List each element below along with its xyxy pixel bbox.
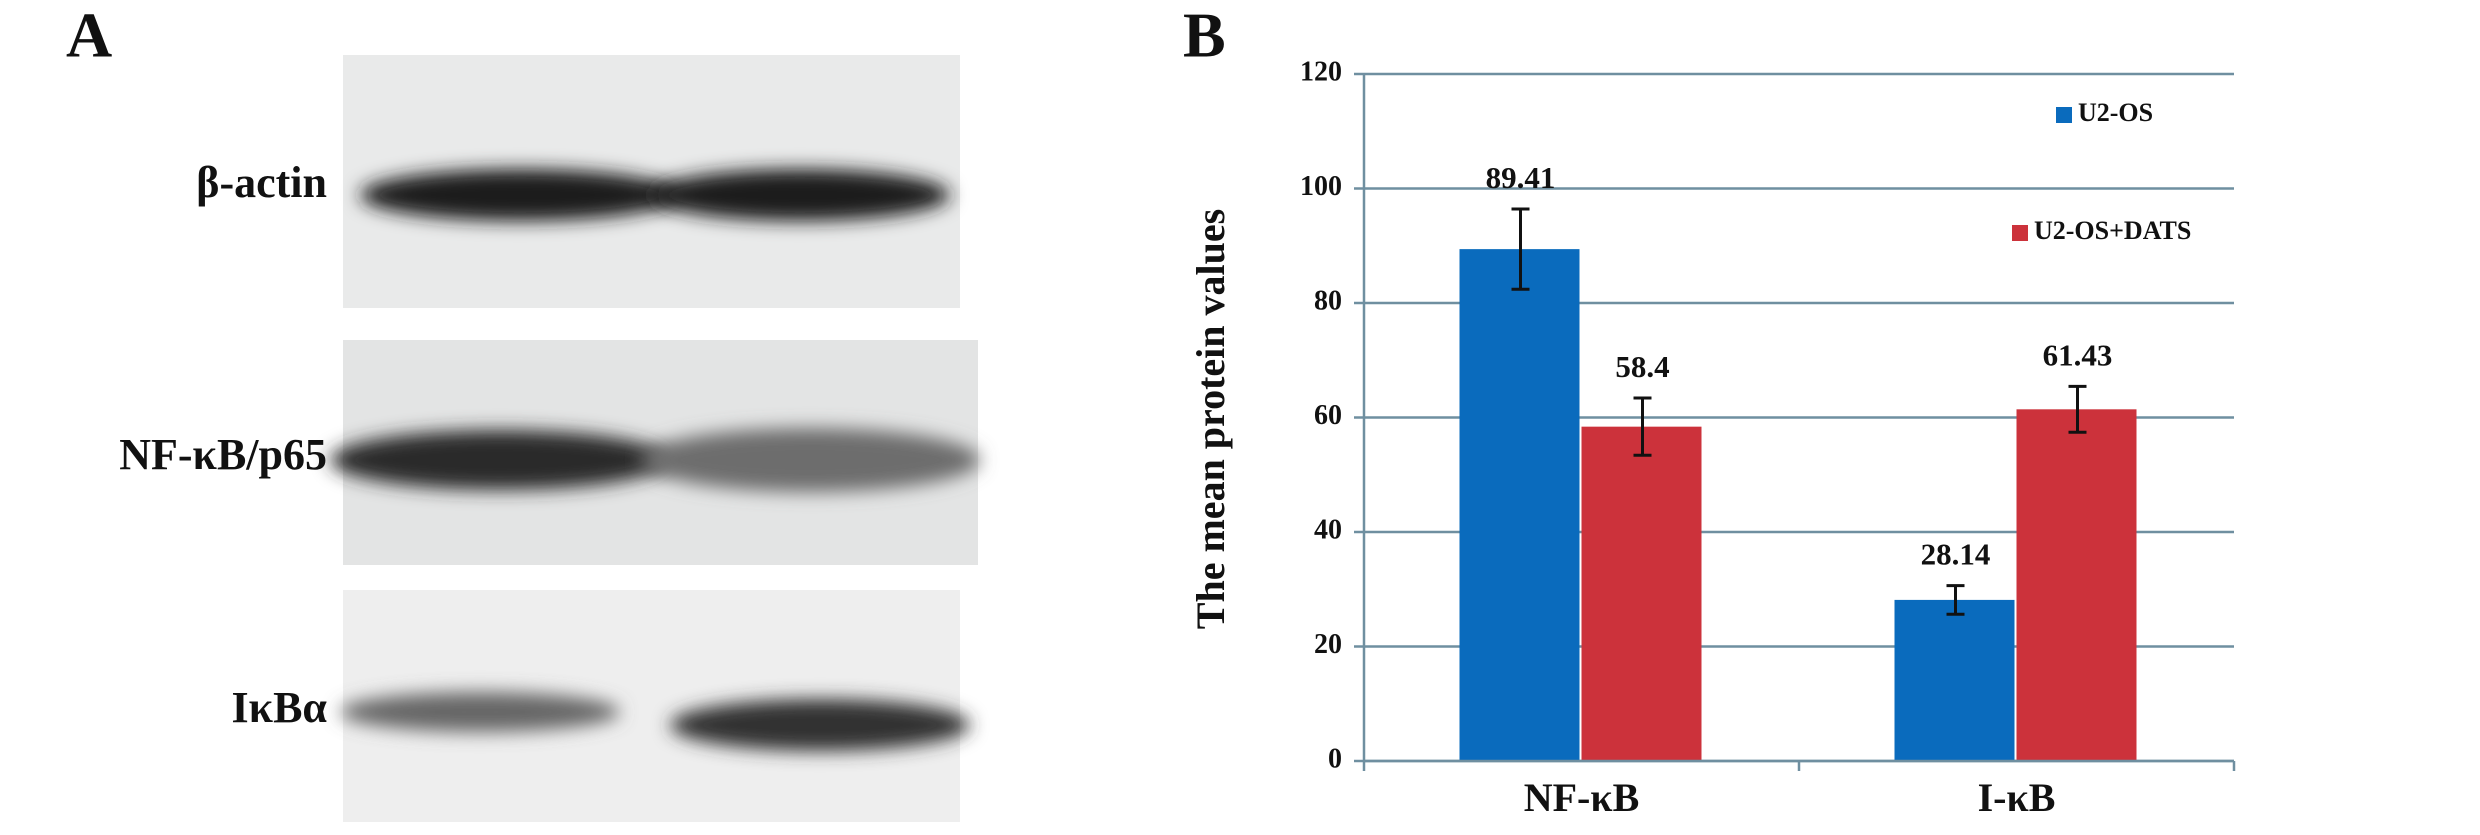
panel-label: A — [66, 0, 112, 71]
blot-band — [640, 428, 980, 492]
blot-band — [360, 169, 680, 221]
blot-band — [670, 699, 970, 751]
y-tick-label: 40 — [1314, 514, 1342, 545]
y-tick-label: 0 — [1328, 743, 1342, 774]
x-tick-label: NF-κB — [1524, 775, 1640, 820]
bar — [1894, 599, 2015, 761]
bar — [1581, 426, 1702, 761]
panel-label: B — [1183, 0, 1226, 71]
western-blot: β-actin NF-κB/p65 IκBα — [119, 55, 980, 822]
legend-swatch — [2012, 225, 2028, 241]
legend-label: U2-OS — [2078, 98, 2153, 127]
value-label: 28.14 — [1921, 537, 1991, 572]
legend-swatch — [2056, 107, 2072, 123]
blot-band — [340, 692, 620, 732]
bar — [1459, 249, 1580, 761]
x-tick-label: I-κB — [1978, 775, 2056, 820]
y-tick-label: 60 — [1314, 400, 1342, 431]
y-tick-label: 80 — [1314, 285, 1342, 316]
blot-label: β-actin — [196, 158, 327, 207]
blot-label: IκBα — [232, 683, 328, 732]
blot-band — [330, 430, 670, 490]
blot-band — [650, 169, 950, 221]
y-axis-title: The mean protein values — [1188, 209, 1233, 629]
bar — [2016, 409, 2137, 761]
value-label: 58.4 — [1615, 349, 1669, 384]
y-tick-label: 120 — [1300, 56, 1342, 87]
value-label: 89.41 — [1486, 160, 1556, 195]
legend-label: U2-OS+DATS — [2034, 216, 2191, 245]
blot-label: NF-κB/p65 — [119, 430, 327, 479]
y-tick-label: 100 — [1300, 171, 1342, 202]
value-label: 61.43 — [2043, 338, 2113, 373]
y-tick-label: 20 — [1314, 629, 1342, 660]
